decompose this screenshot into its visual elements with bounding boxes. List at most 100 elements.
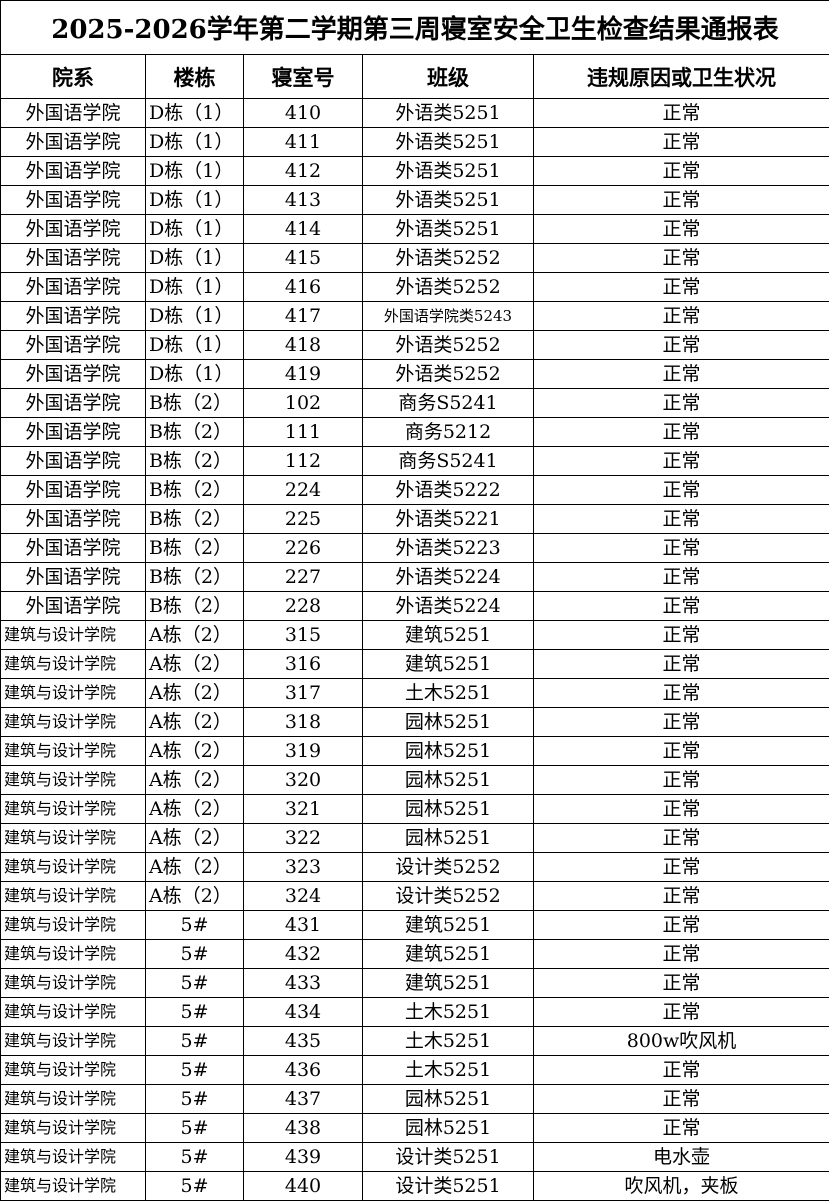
class-cell: 外语类5224: [362, 562, 534, 592]
room-cell: 440: [243, 1171, 363, 1201]
table-row: 建筑与设计学院 A栋（2） 316 建筑5251 正常: [0, 649, 829, 679]
status-cell: 正常: [532, 678, 829, 708]
status-cell: 正常: [532, 997, 829, 1027]
table-row: 建筑与设计学院 5# 434 土木5251 正常: [0, 997, 829, 1027]
table-row: 外国语学院 B栋（2） 224 外语类5222 正常: [0, 475, 829, 505]
department-cell: 建筑与设计学院: [0, 968, 146, 998]
department-cell: 建筑与设计学院: [0, 997, 146, 1027]
building-cell: 5#: [145, 1113, 244, 1143]
department-cell: 外国语学院: [0, 301, 146, 331]
class-cell: 土木5251: [362, 997, 534, 1027]
building-cell: 5#: [145, 1142, 244, 1172]
room-cell: 434: [243, 997, 363, 1027]
table-row: 建筑与设计学院 A栋（2） 317 土木5251 正常: [0, 678, 829, 708]
table-row: 外国语学院 D栋（1） 412 外语类5251 正常: [0, 156, 829, 186]
status-cell: 正常: [532, 243, 829, 273]
class-cell: 园林5251: [362, 1084, 534, 1114]
room-cell: 431: [243, 910, 363, 940]
class-cell: 商务S5241: [362, 446, 534, 476]
building-cell: D栋（1）: [145, 127, 244, 157]
status-cell: 正常: [532, 504, 829, 534]
department-cell: 外国语学院: [0, 98, 146, 128]
department-cell: 外国语学院: [0, 446, 146, 476]
department-cell: 外国语学院: [0, 214, 146, 244]
department-cell: 外国语学院: [0, 591, 146, 621]
department-cell: 建筑与设计学院: [0, 1113, 146, 1143]
room-cell: 418: [243, 330, 363, 360]
title-row: 2025-2026学年第二学期第三周寝室安全卫生检查结果通报表: [0, 0, 829, 55]
table-title: 2025-2026学年第二学期第三周寝室安全卫生检查结果通报表: [0, 0, 829, 55]
room-cell: 416: [243, 272, 363, 302]
department-cell: 建筑与设计学院: [0, 707, 146, 737]
table-row: 外国语学院 B栋（2） 227 外语类5224 正常: [0, 562, 829, 592]
department-cell: 建筑与设计学院: [0, 881, 146, 911]
room-cell: 438: [243, 1113, 363, 1143]
department-cell: 建筑与设计学院: [0, 939, 146, 969]
building-cell: B栋（2）: [145, 446, 244, 476]
class-cell: 建筑5251: [362, 939, 534, 969]
class-cell: 外语类5252: [362, 330, 534, 360]
department-cell: 外国语学院: [0, 417, 146, 447]
header-row: 院系 楼栋 寝室号 班级 违规原因或卫生状况: [0, 54, 829, 99]
class-cell: 外语类5251: [362, 214, 534, 244]
table-row: 外国语学院 B栋（2） 225 外语类5221 正常: [0, 504, 829, 534]
class-cell: 外语类5252: [362, 359, 534, 389]
room-cell: 315: [243, 620, 363, 650]
table-row: 建筑与设计学院 5# 432 建筑5251 正常: [0, 939, 829, 969]
department-cell: 建筑与设计学院: [0, 620, 146, 650]
room-cell: 225: [243, 504, 363, 534]
building-cell: A栋（2）: [145, 881, 244, 911]
header-status: 违规原因或卫生状况: [532, 54, 829, 99]
room-cell: 412: [243, 156, 363, 186]
status-cell: 正常: [532, 272, 829, 302]
status-cell: 正常: [532, 417, 829, 447]
department-cell: 外国语学院: [0, 127, 146, 157]
class-cell: 土木5251: [362, 678, 534, 708]
room-cell: 224: [243, 475, 363, 505]
class-cell: 园林5251: [362, 794, 534, 824]
building-cell: D栋（1）: [145, 301, 244, 331]
class-cell: 外国语学院类5243: [362, 301, 534, 331]
class-cell: 土木5251: [362, 1026, 534, 1056]
building-cell: 5#: [145, 997, 244, 1027]
table-row: 建筑与设计学院 A栋（2） 319 园林5251 正常: [0, 736, 829, 766]
status-cell: 吹风机，夹板: [532, 1171, 829, 1201]
class-cell: 外语类5223: [362, 533, 534, 563]
building-cell: D栋（1）: [145, 243, 244, 273]
class-cell: 建筑5251: [362, 620, 534, 650]
status-cell: 正常: [532, 736, 829, 766]
class-cell: 外语类5252: [362, 243, 534, 273]
status-cell: 正常: [532, 968, 829, 998]
room-cell: 322: [243, 823, 363, 853]
room-cell: 111: [243, 417, 363, 447]
department-cell: 建筑与设计学院: [0, 1142, 146, 1172]
table-row: 外国语学院 D栋（1） 418 外语类5252 正常: [0, 330, 829, 360]
table-row: 外国语学院 D栋（1） 417 外国语学院类5243 正常: [0, 301, 829, 331]
table-row: 建筑与设计学院 5# 431 建筑5251 正常: [0, 910, 829, 940]
status-cell: 正常: [532, 127, 829, 157]
department-cell: 外国语学院: [0, 359, 146, 389]
building-cell: 5#: [145, 939, 244, 969]
building-cell: D栋（1）: [145, 214, 244, 244]
class-cell: 外语类5251: [362, 156, 534, 186]
building-cell: D栋（1）: [145, 272, 244, 302]
department-cell: 外国语学院: [0, 388, 146, 418]
class-cell: 外语类5251: [362, 185, 534, 215]
room-cell: 226: [243, 533, 363, 563]
department-cell: 建筑与设计学院: [0, 823, 146, 853]
header-class: 班级: [362, 54, 534, 99]
room-cell: 414: [243, 214, 363, 244]
room-cell: 410: [243, 98, 363, 128]
status-cell: 800w吹风机: [532, 1026, 829, 1056]
table-row: 外国语学院 D栋（1） 411 外语类5251 正常: [0, 127, 829, 157]
building-cell: B栋（2）: [145, 533, 244, 563]
department-cell: 外国语学院: [0, 533, 146, 563]
status-cell: 正常: [532, 475, 829, 505]
building-cell: B栋（2）: [145, 562, 244, 592]
table-row: 建筑与设计学院 5# 433 建筑5251 正常: [0, 968, 829, 998]
building-cell: B栋（2）: [145, 417, 244, 447]
status-cell: 正常: [532, 765, 829, 795]
status-cell: 正常: [532, 446, 829, 476]
building-cell: B栋（2）: [145, 475, 244, 505]
